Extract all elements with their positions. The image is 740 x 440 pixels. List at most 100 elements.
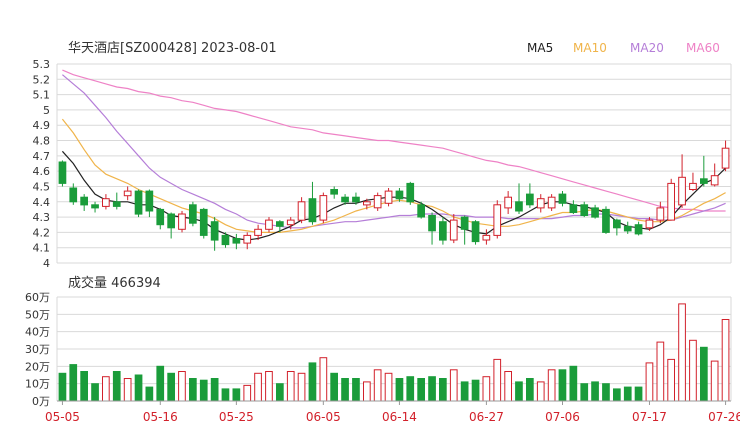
volume-tick-label: 60万 (25, 291, 50, 304)
volume-bar-up (721, 319, 730, 402)
volume-tick-label: 0万 (32, 395, 50, 408)
candle (493, 200, 502, 239)
candle-body-down (395, 190, 404, 200)
candle (710, 163, 719, 187)
candle (623, 221, 632, 234)
volume-bar-down (700, 346, 708, 402)
candle (634, 221, 643, 236)
candle-body-up (536, 198, 545, 209)
candle-body-down (91, 204, 99, 209)
candle-body-up (721, 147, 730, 169)
volume-bar-down (558, 369, 567, 402)
volume-bar-up (493, 358, 502, 402)
volume-bar-up (547, 369, 556, 402)
candle-body-down (515, 201, 523, 212)
candle-body-up (493, 204, 502, 236)
price-tick-label: 5.2 (33, 73, 51, 86)
candle-body-up (286, 219, 295, 226)
candle (167, 212, 176, 239)
volume-bar-down (134, 374, 143, 402)
candle-body-up (243, 234, 252, 244)
volume-bar-down (569, 365, 578, 402)
candle-body-up (319, 195, 328, 221)
price-tick-label: 4.8 (33, 135, 51, 148)
candle (536, 194, 545, 213)
volume-bar-down (439, 378, 447, 402)
candle-body-down (623, 225, 632, 232)
candle-body-down (189, 204, 197, 224)
volume-tick-label: 20万 (25, 360, 50, 373)
candle (134, 189, 143, 218)
candle (656, 201, 665, 224)
volume-bar-down (602, 383, 610, 402)
legend-ma60: MA60 (686, 41, 720, 55)
candle-body-down (460, 216, 469, 230)
candle (210, 217, 219, 251)
volume-bar-up (536, 381, 545, 402)
x-tick-label: 07-26 (708, 410, 740, 424)
candle-body-down (341, 196, 349, 203)
candle-body-up (265, 219, 273, 230)
legend-ma10: MA10 (573, 41, 607, 55)
candle (460, 215, 469, 245)
volume-bar-up (656, 341, 665, 402)
price-tick-label: 4.6 (33, 165, 51, 178)
candle (678, 154, 686, 208)
legend-ma20: MA20 (630, 41, 664, 55)
candle-body-up (384, 190, 393, 204)
candle (319, 192, 328, 224)
volume-bar-down (167, 372, 176, 402)
volume-bar-up (297, 372, 306, 402)
candle (406, 181, 415, 205)
candle-body-down (428, 215, 436, 232)
volume-bar-up (286, 371, 295, 402)
candle (428, 212, 436, 245)
ma10-line (61, 118, 726, 233)
volume-bar-down (145, 386, 154, 402)
price-tick-label: 4.7 (33, 150, 51, 163)
price-tick-label: 4.4 (33, 196, 51, 209)
candlesticks (58, 140, 730, 251)
candle (145, 189, 154, 218)
candle (384, 187, 393, 207)
x-tick-label: 07-17 (632, 410, 667, 424)
volume-bar-down (276, 383, 284, 402)
candle (112, 192, 121, 210)
candle (254, 224, 262, 241)
price-tick-label: 5 (43, 104, 50, 117)
chart-title: 华天酒店[SZ000428] 2023-08-01 (68, 41, 277, 56)
candle-body-up (254, 228, 262, 236)
candle (243, 232, 252, 250)
ma-legend: MA5 MA10 MA20 MA60 (527, 41, 720, 55)
candle-body-up (123, 190, 132, 197)
candle (504, 191, 512, 215)
volume-bar-down (308, 362, 317, 402)
candle-body-up (645, 219, 654, 229)
volume-bar-up (363, 381, 371, 402)
candle (221, 232, 230, 248)
volume-bar-down (613, 388, 621, 402)
candle-body-down (602, 208, 610, 233)
candle-body-down (471, 221, 480, 243)
candle (178, 210, 186, 233)
volume-bar-down (91, 383, 99, 402)
x-tick-label: 05-05 (45, 410, 80, 424)
candle-body-down (112, 201, 121, 207)
price-tick-label: 5.3 (33, 58, 51, 71)
volume-bar-up (254, 372, 262, 402)
volume-bar-up (319, 357, 328, 402)
volume-bar-up (102, 376, 110, 402)
volume-bar-up (243, 384, 252, 402)
volume-bar-down (58, 372, 67, 402)
volume-bar-up (449, 369, 458, 402)
date-axis: 05-05 05-16 05-25 06-05 06-14 06-27 07-06 07-17… (45, 400, 740, 424)
candle-body-down (232, 238, 241, 244)
candle-body-down (145, 190, 154, 212)
price-tick-label: 4.1 (33, 242, 51, 255)
volume-bar-down (460, 381, 469, 402)
volume-bar-down (417, 378, 425, 402)
volume-bar-down (221, 388, 230, 402)
price-grid (56, 63, 732, 264)
candle (102, 194, 110, 210)
